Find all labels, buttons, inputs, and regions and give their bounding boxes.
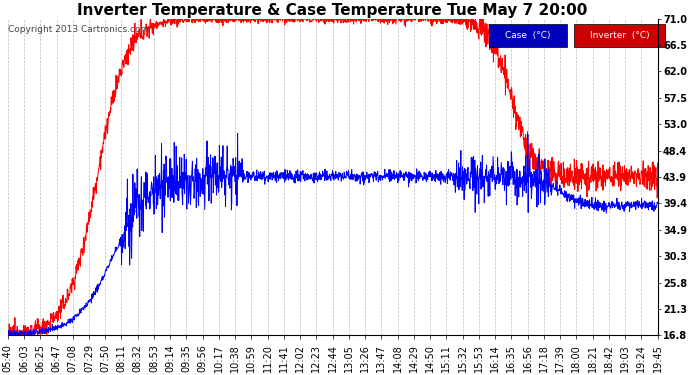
Text: Inverter  (°C): Inverter (°C)	[590, 31, 650, 40]
Text: Copyright 2013 Cartronics.com: Copyright 2013 Cartronics.com	[8, 25, 150, 34]
FancyBboxPatch shape	[574, 24, 665, 47]
Text: Case  (°C): Case (°C)	[505, 31, 551, 40]
Title: Inverter Temperature & Case Temperature Tue May 7 20:00: Inverter Temperature & Case Temperature …	[77, 3, 588, 18]
FancyBboxPatch shape	[489, 24, 566, 47]
